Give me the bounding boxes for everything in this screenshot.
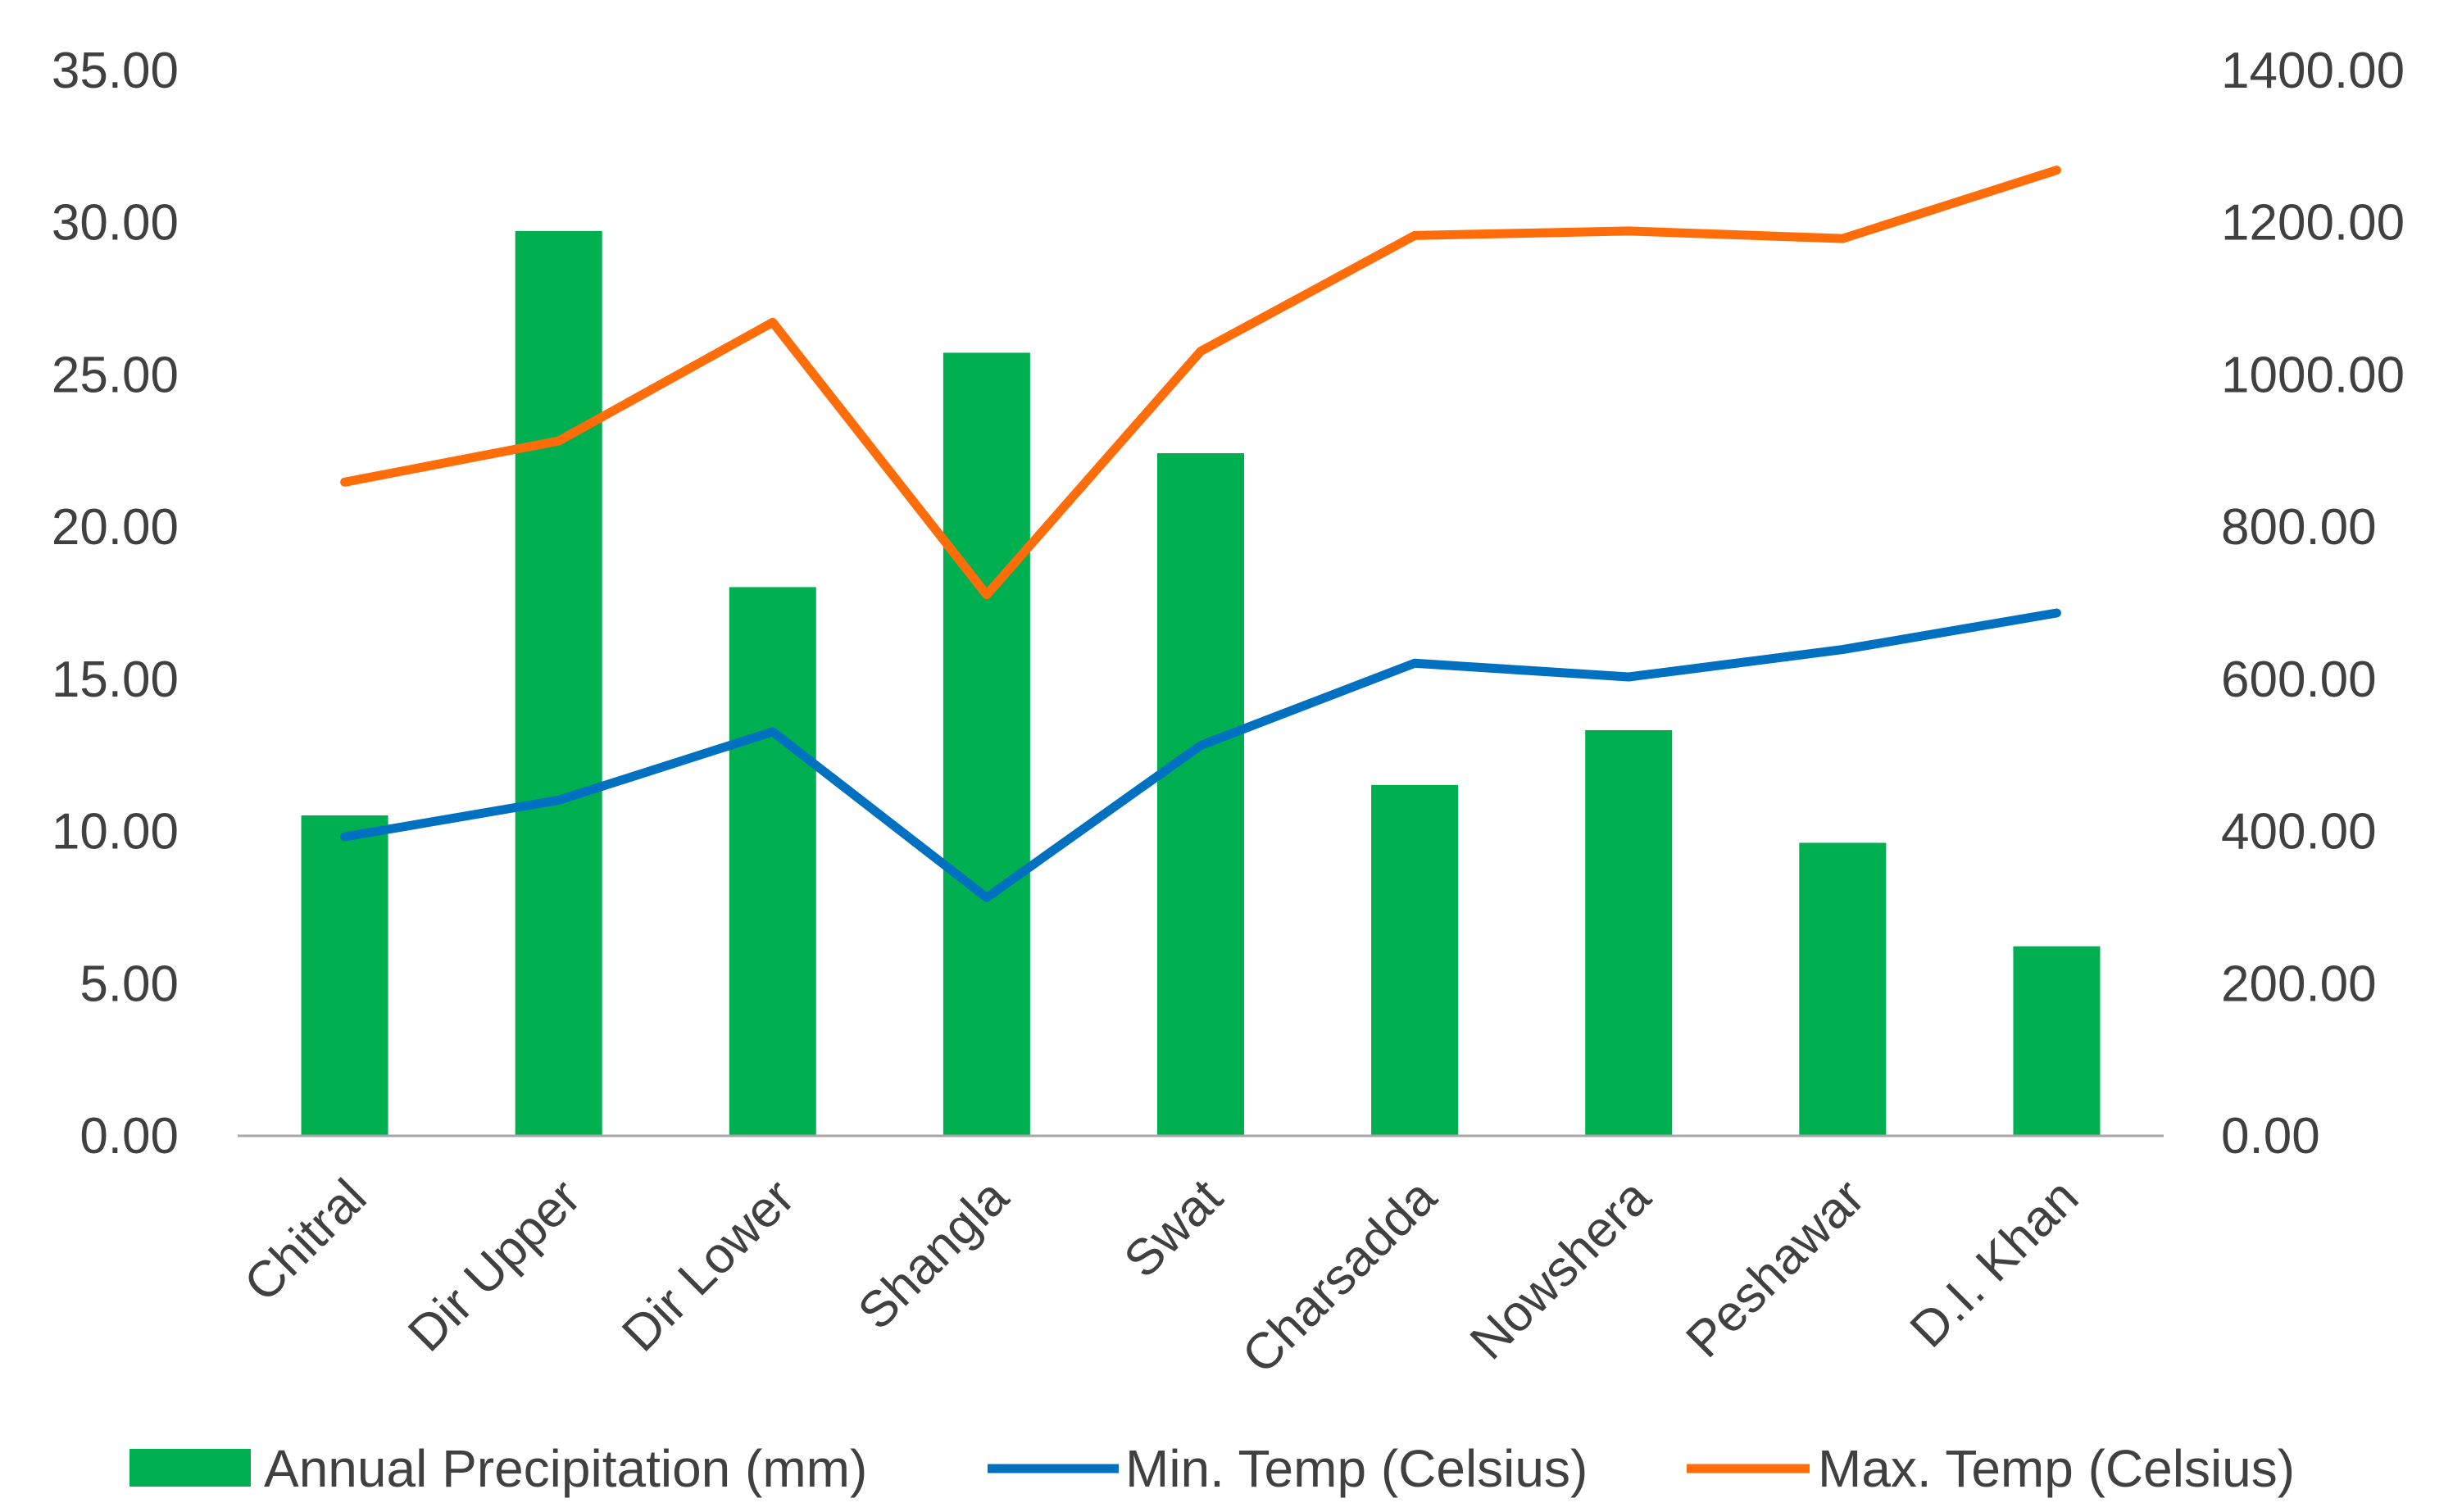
y-left-tick-label: 5.00 xyxy=(79,956,179,1012)
y-left-tick-label: 15.00 xyxy=(52,652,179,708)
bar-dir-lower xyxy=(729,587,816,1135)
legend-label-min-temp: Min. Temp (Celsius) xyxy=(1125,1439,1588,1498)
y-left-tick-label: 25.00 xyxy=(52,347,179,403)
y-left-tick-label: 20.00 xyxy=(52,499,179,556)
legend: Annual Precipitation (mm) Min. Temp (Cels… xyxy=(129,1439,2295,1498)
line-min-temp xyxy=(340,608,2061,902)
x-category-label: Swat xyxy=(1114,1169,1233,1288)
bar-charsadda xyxy=(1371,784,1459,1135)
y-right-tick-label: 800.00 xyxy=(2221,499,2377,556)
y-left-tick-label: 10.00 xyxy=(52,804,179,860)
bar-peshawar xyxy=(1799,842,1887,1135)
bar-chitral xyxy=(301,815,388,1135)
x-category-label: Nowshera xyxy=(1460,1169,1662,1371)
x-category-label: Dir Lower xyxy=(611,1169,805,1362)
lines-layer xyxy=(340,166,2061,902)
x-category-label: Dir Upper xyxy=(397,1169,591,1362)
bar-nowshera xyxy=(1585,730,1673,1135)
x-category-label: Shangla xyxy=(847,1169,1020,1341)
x-category-label: D.I. Khan xyxy=(1900,1169,2090,1359)
bar-swat xyxy=(1157,453,1244,1135)
x-category-label: Chitral xyxy=(234,1169,377,1312)
y-left-tick-label: 0.00 xyxy=(79,1108,179,1165)
x-category-label: Charsadda xyxy=(1232,1169,1448,1385)
legend-swatch-precipitation xyxy=(129,1449,251,1487)
y-right-tick-label: 0.00 xyxy=(2221,1108,2320,1165)
y-right-tick-label: 200.00 xyxy=(2221,956,2377,1012)
y-right-tick-label: 600.00 xyxy=(2221,652,2377,708)
y-left-tick-label: 30.00 xyxy=(52,195,179,252)
y-right-tick-label: 400.00 xyxy=(2221,804,2377,860)
bar-d-i-khan xyxy=(2013,946,2101,1135)
legend-label-max-temp: Max. Temp (Celsius) xyxy=(1818,1439,2295,1498)
bars-layer xyxy=(301,230,2101,1135)
bar-shangla xyxy=(943,352,1030,1135)
bar-dir-upper xyxy=(515,230,602,1135)
y-right-tick-label: 1200.00 xyxy=(2221,195,2405,252)
y-right-tick-label: 1400.00 xyxy=(2221,43,2405,99)
line-max-temp xyxy=(340,166,2061,600)
y-left-tick-label: 35.00 xyxy=(52,43,179,99)
legend-label-precipitation: Annual Precipitation (mm) xyxy=(264,1439,867,1498)
x-category-label: Peshawar xyxy=(1675,1169,1875,1369)
y-right-tick-label: 1000.00 xyxy=(2221,347,2405,403)
